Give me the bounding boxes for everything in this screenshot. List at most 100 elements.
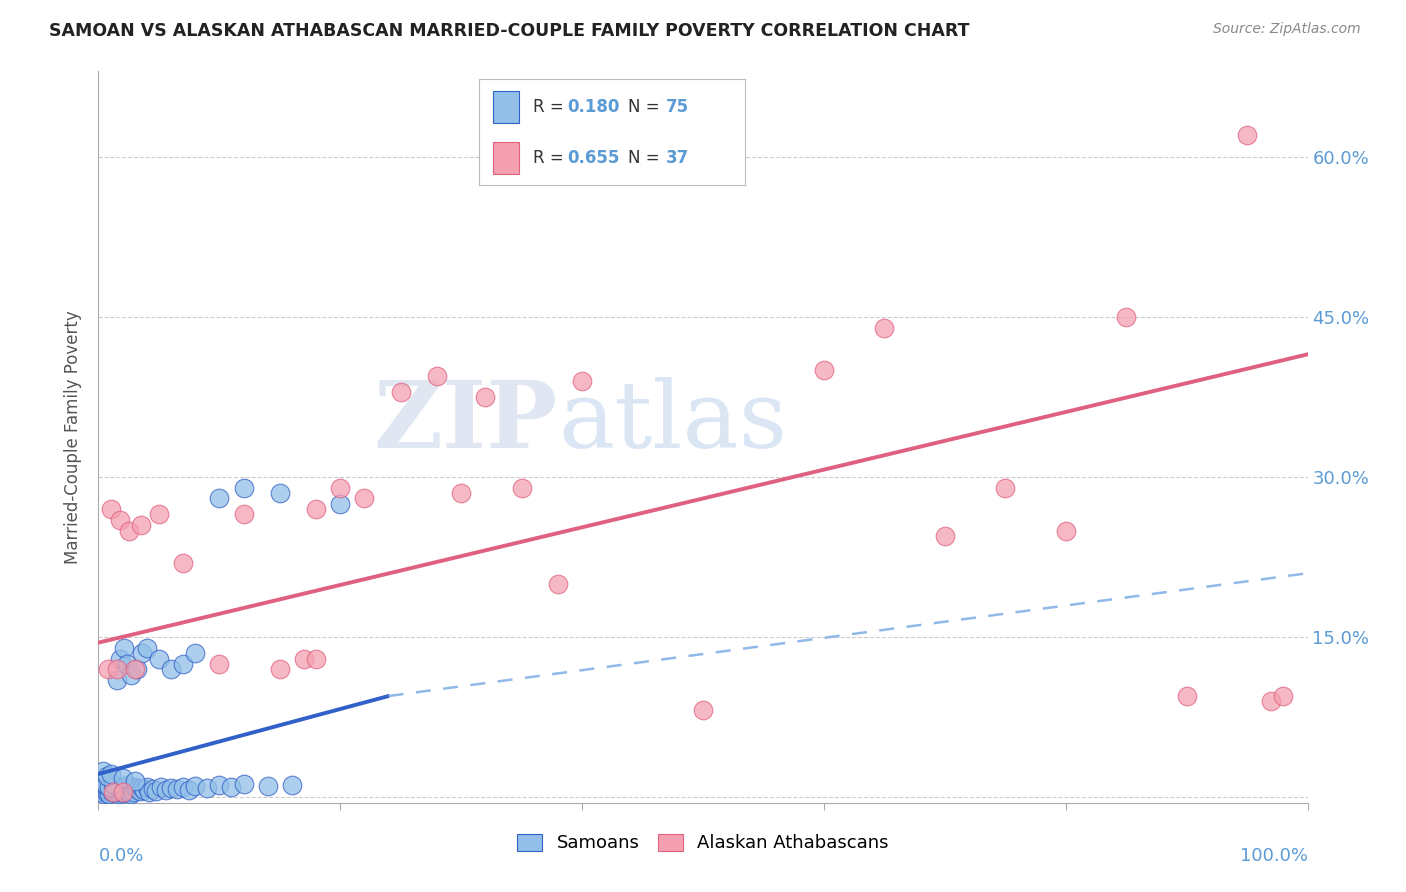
Point <box>1260 694 1282 708</box>
Point <box>269 662 291 676</box>
Point <box>111 785 134 799</box>
Point <box>142 781 165 796</box>
Point <box>148 651 170 665</box>
Point <box>179 783 201 797</box>
Point <box>135 640 157 655</box>
Point <box>91 780 114 794</box>
Point <box>108 785 131 799</box>
Point <box>118 524 141 538</box>
Point <box>96 786 118 800</box>
Point <box>111 780 134 794</box>
Text: 100.0%: 100.0% <box>1240 847 1308 864</box>
Point <box>160 662 183 676</box>
Point <box>100 781 122 796</box>
Point <box>571 374 593 388</box>
Point <box>232 508 254 522</box>
Point <box>121 780 143 795</box>
Point <box>97 662 120 676</box>
Point <box>120 667 142 681</box>
Point <box>91 764 114 778</box>
Point <box>292 651 315 665</box>
Text: Source: ZipAtlas.com: Source: ZipAtlas.com <box>1213 22 1361 37</box>
Point <box>145 784 167 798</box>
Text: ZIP: ZIP <box>374 377 558 467</box>
Point <box>934 529 956 543</box>
Point <box>127 781 149 796</box>
Point <box>873 320 896 334</box>
Point <box>256 779 278 793</box>
Point <box>100 767 122 781</box>
Point <box>101 776 124 790</box>
Point <box>117 657 139 671</box>
Point <box>129 518 152 533</box>
Point <box>195 780 218 795</box>
Point <box>131 780 153 795</box>
Point <box>112 640 135 655</box>
Point <box>108 651 131 665</box>
Point <box>329 481 352 495</box>
Point <box>94 778 117 792</box>
Point <box>184 646 207 660</box>
Point <box>124 774 146 789</box>
Point <box>172 780 194 794</box>
Point <box>91 785 114 799</box>
Point <box>138 785 160 799</box>
Point <box>108 513 131 527</box>
Point <box>124 662 146 676</box>
Point <box>281 778 304 792</box>
Point <box>105 781 128 796</box>
Text: SAMOAN VS ALASKAN ATHABASCAN MARRIED-COUPLE FAMILY POVERTY CORRELATION CHART: SAMOAN VS ALASKAN ATHABASCAN MARRIED-COU… <box>49 22 970 40</box>
Text: atlas: atlas <box>558 377 787 467</box>
Point <box>329 497 352 511</box>
Point <box>150 780 173 794</box>
Point <box>97 783 120 797</box>
Point <box>1236 128 1258 143</box>
Point <box>305 502 328 516</box>
Point <box>269 486 291 500</box>
Point <box>389 384 412 399</box>
Point <box>110 783 132 797</box>
Point <box>94 784 117 798</box>
Point <box>305 651 328 665</box>
Point <box>101 778 124 792</box>
Point <box>450 486 472 500</box>
Point <box>208 657 231 671</box>
Point <box>118 783 141 797</box>
Y-axis label: Married-Couple Family Poverty: Married-Couple Family Poverty <box>65 310 83 564</box>
Point <box>692 703 714 717</box>
Point <box>160 780 183 795</box>
Point <box>122 785 145 799</box>
Point <box>93 787 115 801</box>
Point <box>172 657 194 671</box>
Point <box>184 779 207 793</box>
Point <box>128 784 150 798</box>
Point <box>208 491 231 506</box>
Point <box>105 662 128 676</box>
Point <box>1175 689 1198 703</box>
Point <box>103 784 125 798</box>
Point <box>117 778 139 792</box>
Point <box>100 502 122 516</box>
Point <box>1115 310 1137 324</box>
Point <box>98 787 121 801</box>
Point <box>166 781 188 796</box>
Text: 0.0%: 0.0% <box>98 847 143 864</box>
Point <box>155 783 177 797</box>
Point <box>112 786 135 800</box>
Point <box>232 481 254 495</box>
Point <box>105 673 128 687</box>
Point <box>135 780 157 794</box>
Point <box>994 481 1017 495</box>
Point <box>90 781 112 796</box>
Point <box>131 646 153 660</box>
Point <box>232 776 254 790</box>
Point <box>547 577 569 591</box>
Point <box>221 780 243 794</box>
Point <box>474 390 496 404</box>
Point <box>120 787 142 801</box>
Point <box>115 784 138 798</box>
Point <box>813 363 835 377</box>
Point <box>353 491 375 506</box>
Point <box>104 786 127 800</box>
Point <box>118 785 141 799</box>
